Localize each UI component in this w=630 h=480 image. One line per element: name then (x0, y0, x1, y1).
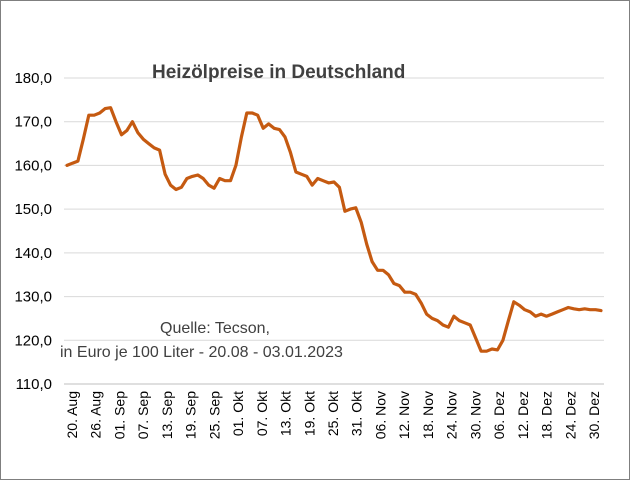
x-tick-label: 06. Nov (372, 391, 388, 439)
source-note-line-2: in Euro je 100 Liter - 20.08 - 03.01.202… (60, 344, 343, 361)
y-axis-tick-labels: 110,0 120,0 130,0 140,0 150,0 160,0 170,0 180,0 (14, 70, 52, 393)
x-tick-label: 18. Nov (420, 391, 436, 439)
x-tick-label: 06. Dez (491, 391, 507, 439)
x-tick-label: 13. Sep (159, 391, 175, 439)
series-line (65, 106, 603, 353)
x-tick-label: 19. Okt (301, 391, 317, 436)
y-tick-label: 130,0 (14, 289, 52, 306)
x-tick-label: 30. Nov (467, 391, 483, 439)
x-tick-label: 12. Nov (396, 391, 412, 439)
x-tick-label: 13. Okt (278, 391, 294, 436)
x-tick-label: 19. Sep (183, 391, 199, 439)
x-tick-label: 30. Dez (586, 391, 602, 439)
x-tick-label: 18. Dez (539, 391, 555, 439)
x-tick-label: 24. Dez (562, 391, 578, 439)
y-tick-label: 160,0 (14, 157, 52, 174)
gridlines (64, 77, 604, 341)
y-tick-label: 180,0 (14, 70, 52, 87)
x-tick-label: 25. Okt (325, 391, 341, 436)
source-note-line-1: Quelle: Tecson, (160, 320, 270, 337)
x-tick-label: 01. Sep (111, 391, 127, 439)
x-tick-label: 12. Dez (515, 391, 531, 439)
x-tick-label: 25. Sep (206, 391, 222, 439)
y-tick-label: 120,0 (14, 332, 52, 349)
chart-title: Heizölpreise in Deutschland (152, 62, 405, 83)
y-tick-label: 170,0 (14, 114, 52, 131)
x-tick-label: 07. Sep (135, 391, 151, 439)
x-axis-tick-labels: 20. Aug 26. Aug 01. Sep 07. Sep 13. Sep 19. S… (64, 391, 602, 439)
x-tick-label: 31. Okt (349, 391, 365, 436)
x-tick-label: 07. Okt (254, 391, 270, 436)
x-tick-label: 24. Nov (444, 391, 460, 439)
y-tick-label: 110,0 (16, 376, 52, 393)
x-tick-label: 26. Aug (88, 391, 104, 439)
x-tick-label: 20. Aug (64, 391, 80, 439)
y-tick-label: 140,0 (14, 245, 52, 262)
y-tick-label: 150,0 (14, 201, 52, 218)
x-tick-label: 01. Okt (230, 391, 246, 436)
